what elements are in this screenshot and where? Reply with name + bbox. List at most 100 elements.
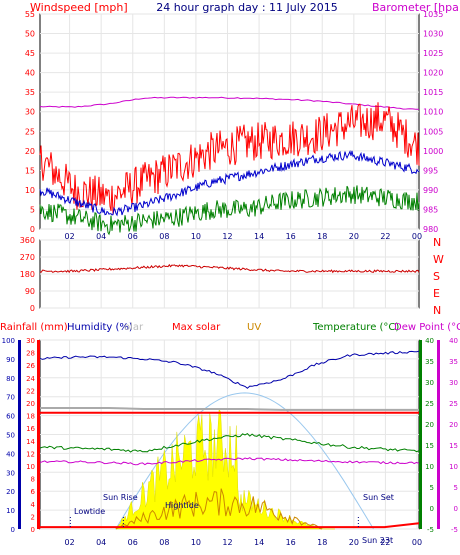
temperature-axis-bar xyxy=(419,340,422,529)
wind-tick-label: 5 xyxy=(30,205,35,214)
temp-tick-label: 20 xyxy=(425,421,434,429)
direction-tick-label: 180 xyxy=(20,270,35,279)
x-tick-label: 00 xyxy=(412,232,422,241)
dew-tick-label: 0 xyxy=(454,505,458,513)
x-tick-label: 18 xyxy=(317,232,327,241)
direction-tick-label: 0 xyxy=(30,304,35,313)
dew-tick-label: 40 xyxy=(449,337,458,345)
dew-tick-label: 20 xyxy=(449,421,458,429)
rain-tick-label: 2 xyxy=(31,513,35,521)
x-tick-label: 08 xyxy=(159,538,169,547)
temp-tick-label: 40 xyxy=(425,337,434,345)
x-tick-label: 02 xyxy=(64,538,74,547)
chart-title: 24 hour graph day : 11 July 2015 xyxy=(156,1,338,14)
wind-tick-label: 55 xyxy=(25,10,35,19)
baro-tick-label: 990 xyxy=(423,186,438,195)
x-tick-label: 08 xyxy=(159,232,169,241)
rain-tick-label: 10 xyxy=(26,463,35,471)
dew-tick-label: 5 xyxy=(454,484,458,492)
wind-tick-label: 15 xyxy=(25,166,35,175)
dewpoint-axis-bar xyxy=(437,340,440,529)
x-tick-label: 22 xyxy=(380,232,390,241)
dew-tick-label: 10 xyxy=(449,463,458,471)
x-tick-label: 18 xyxy=(317,538,327,547)
lowtide-label: Lowtide xyxy=(74,507,105,516)
rain-tick-label: 20 xyxy=(26,400,35,408)
dew-tick-label: 25 xyxy=(449,400,458,408)
direction-tick-label: 360 xyxy=(20,236,35,245)
rainfall-line xyxy=(40,522,420,529)
baro-tick-label: 1030 xyxy=(423,30,443,39)
rain-tick-label: 30 xyxy=(26,337,35,345)
dew-point-axis-title: Dew Point (°C) xyxy=(394,322,460,333)
rain-tick-label: 18 xyxy=(26,413,35,421)
uv-axis-title: UV xyxy=(247,322,261,333)
x-tick-label: 06 xyxy=(128,232,138,241)
dew-tick-label: -5 xyxy=(451,526,458,534)
x-tick-label: 14 xyxy=(254,232,264,241)
direction-label: W xyxy=(433,253,444,266)
rain-tick-label: 22 xyxy=(26,387,35,395)
dew-tick-label: 30 xyxy=(449,379,458,387)
baro-tick-label: 995 xyxy=(423,166,438,175)
baro-tick-label: 1010 xyxy=(423,108,443,117)
rain-tick-label: 14 xyxy=(26,438,35,446)
sunset-label: Sun Set xyxy=(363,493,394,502)
baro-tick-label: 1005 xyxy=(423,127,443,136)
wind-average-line xyxy=(39,149,420,217)
direction-label: N xyxy=(433,304,441,317)
x-tick-label: 10 xyxy=(191,232,201,241)
direction-label: S xyxy=(433,270,440,283)
humidity-tick-label: 0 xyxy=(11,526,15,534)
temp-tick-label: 35 xyxy=(425,358,434,366)
uv-line xyxy=(115,488,323,530)
rain-tick-label: 28 xyxy=(26,350,35,358)
x-tick-label: 16 xyxy=(286,538,296,547)
rain-tick-label: 8 xyxy=(31,476,35,484)
windspeed-line xyxy=(39,102,420,215)
temp-tick-label: 10 xyxy=(425,463,434,471)
humidity-line xyxy=(39,350,420,389)
rain-tick-label: 16 xyxy=(26,425,35,433)
temperature-line xyxy=(39,432,420,453)
x-tick-label: 10 xyxy=(191,538,201,547)
humidity-tick-label: 40 xyxy=(6,450,15,458)
baro-tick-label: 985 xyxy=(423,205,438,214)
rainfall-axis-bar xyxy=(37,340,40,529)
direction-tick-label: 90 xyxy=(25,287,35,296)
x-tick-label: 20 xyxy=(349,232,359,241)
wind-tick-label: 30 xyxy=(25,108,35,117)
humidity-tick-label: 70 xyxy=(6,394,15,402)
barometer-axis-title: Barometer [hpa] xyxy=(372,1,460,14)
x-tick-label: 16 xyxy=(286,232,296,241)
baro-tick-label: 1020 xyxy=(423,69,443,78)
solar-axis-title: olar xyxy=(124,322,144,333)
rain-tick-label: 24 xyxy=(26,375,35,383)
rain-tick-label: 0 xyxy=(31,526,35,534)
direction-tick-label: 270 xyxy=(20,253,35,262)
humidity-tick-label: 80 xyxy=(6,375,15,383)
humidity-tick-label: 90 xyxy=(6,356,15,364)
wind-tick-label: 50 xyxy=(25,30,35,39)
wind-tick-label: 25 xyxy=(25,127,35,136)
rain-tick-label: 12 xyxy=(26,450,35,458)
baro-tick-label: 1025 xyxy=(423,49,443,58)
rain-tick-label: 26 xyxy=(26,362,35,370)
humidity-tick-label: 50 xyxy=(6,432,15,440)
temp-tick-label: 5 xyxy=(430,484,434,492)
direction-label: N xyxy=(433,236,441,249)
baro-tick-label: 1035 xyxy=(423,10,443,19)
temp-tick-label: -5 xyxy=(427,526,434,534)
dew-point-line xyxy=(39,457,420,466)
dew-tick-label: 35 xyxy=(449,358,458,366)
baro-tick-label: 1000 xyxy=(423,147,443,156)
dew-tick-label: 15 xyxy=(449,442,458,450)
sun-tail-label: Sun 23t xyxy=(362,536,393,545)
x-tick-label: 04 xyxy=(96,538,106,547)
humidity-tick-label: 60 xyxy=(6,413,15,421)
wind-direction-line xyxy=(39,263,420,274)
wind-tick-label: 20 xyxy=(25,147,35,156)
baro-tick-label: 980 xyxy=(423,225,438,234)
hightide-label: Hightide xyxy=(165,501,199,510)
humidity-tick-label: 10 xyxy=(6,507,15,515)
